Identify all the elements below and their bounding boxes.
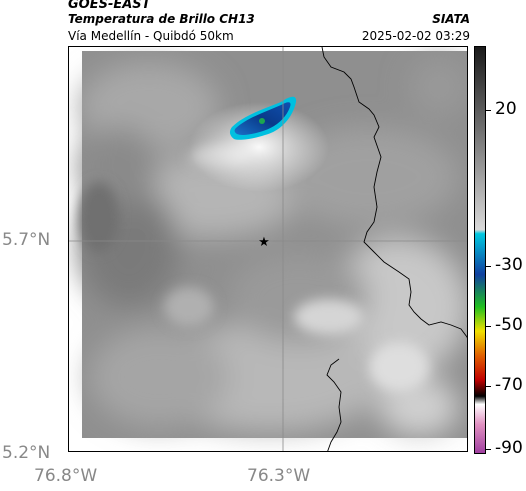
product-title: Temperatura de Brillo CH13 xyxy=(68,12,255,26)
cold-cloud-green-spot xyxy=(259,118,265,124)
y-tick-label: 5.2°N xyxy=(2,443,51,463)
map-canvas: [data-name="border-line"], [data-name="c… xyxy=(69,47,467,451)
colorbar-tick xyxy=(485,386,491,387)
x-tick-label: 76.8°W xyxy=(34,466,98,486)
border-line xyxy=(321,47,467,339)
colorbar-label: 20 xyxy=(495,99,517,119)
colorbar-label: -50 xyxy=(495,315,523,335)
colorbar-label: -30 xyxy=(495,255,523,275)
colorbar-label: -90 xyxy=(495,438,523,458)
star-marker: ★ xyxy=(258,235,270,250)
cloud-halo xyxy=(189,102,329,192)
route-subtitle: Vía Medellín - Quibdó 50km xyxy=(68,29,234,43)
satellite-map[interactable]: [data-name="border-line"], [data-name="c… xyxy=(68,46,468,452)
colorbar-label: -70 xyxy=(495,375,523,395)
y-tick-label: 5.7°N xyxy=(2,230,51,250)
colorbar-tick xyxy=(485,449,491,450)
satellite-title: GOES-EAST xyxy=(68,0,151,12)
coast-line xyxy=(326,358,342,451)
x-tick-label: 76.3°W xyxy=(247,466,311,486)
datetime-label: 2025-02-02 03:29 xyxy=(361,29,470,43)
colorbar-tick xyxy=(485,266,491,267)
colorbar-tick xyxy=(485,110,491,111)
brand-label: SIATA xyxy=(432,12,470,26)
colorbar xyxy=(474,46,486,454)
colorbar-tick xyxy=(485,326,491,327)
